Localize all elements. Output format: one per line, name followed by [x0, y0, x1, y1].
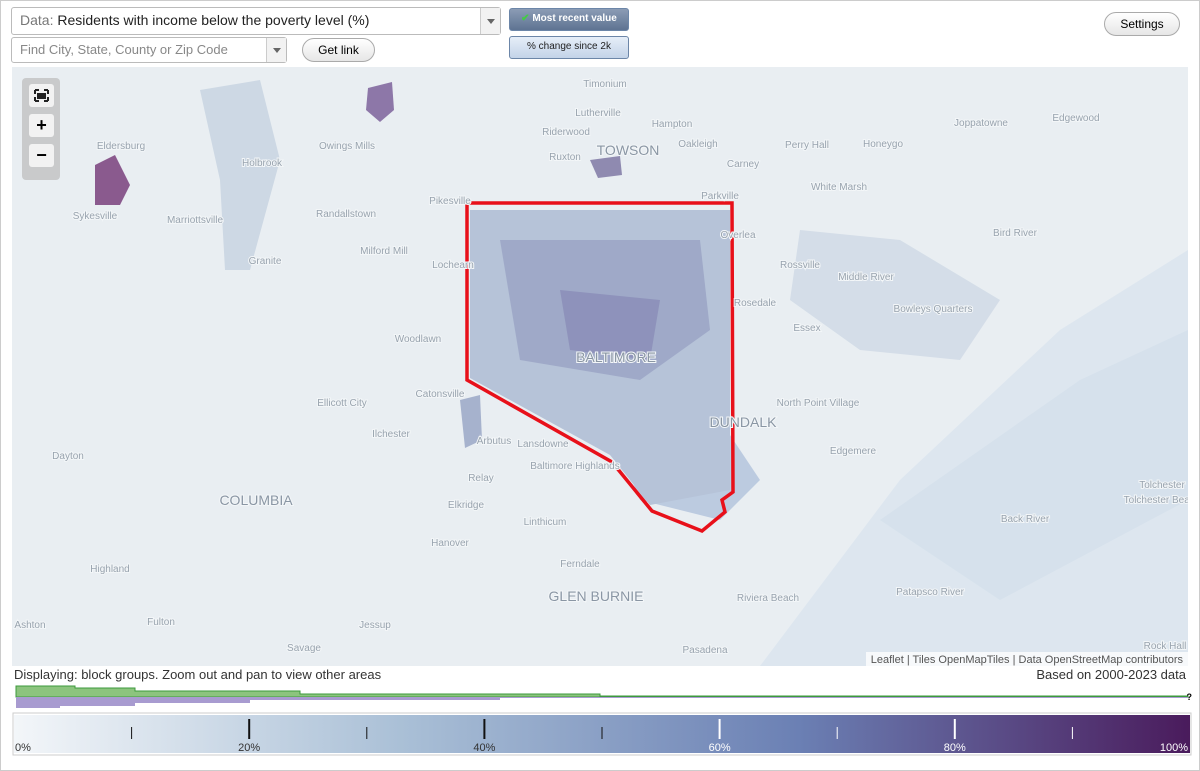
place-label: Woodlawn	[395, 334, 442, 345]
place-label: DUNDALK	[710, 414, 778, 430]
place-label: Tolchester Beach	[1124, 495, 1200, 506]
city-boundary	[465, 201, 735, 534]
place-label: Joppatowne	[954, 118, 1008, 129]
place-label: Linthicum	[524, 517, 567, 528]
place-label: Riderwood	[542, 127, 590, 138]
legend-tick-label: 0%	[15, 742, 31, 754]
place-label: North Point Village	[777, 398, 860, 409]
place-label: Riviera Beach	[737, 593, 799, 604]
place-label: GLEN BURNIE	[549, 588, 644, 604]
get-link-button[interactable]: Get link	[302, 38, 375, 62]
place-label: Eldersburg	[97, 141, 145, 152]
place-label: Middle River	[838, 272, 894, 283]
settings-button[interactable]: Settings	[1104, 12, 1180, 36]
place-label: Rossville	[780, 260, 820, 271]
place-label: Parkville	[701, 191, 739, 202]
place-label: Holbrook	[242, 158, 283, 169]
histogram-help[interactable]: ?	[1187, 692, 1193, 702]
zoom-out-label: −	[36, 145, 47, 165]
place-label: Milford Mill	[360, 246, 408, 257]
place-label: Edgewood	[1052, 113, 1099, 124]
place-label: Overlea	[720, 230, 755, 241]
mode-change[interactable]: % change since 2k	[509, 36, 629, 59]
place-label: Ruxton	[549, 152, 581, 163]
legend-tick-label: 20%	[238, 742, 260, 754]
place-label: Perry Hall	[785, 140, 829, 151]
dropdown-arrow	[480, 8, 500, 34]
zoom-in[interactable]	[29, 114, 54, 137]
place-label: Marriottsville	[167, 215, 224, 226]
place-label: Essex	[793, 323, 820, 334]
histogram-current	[15, 685, 1189, 698]
place-label: Hanover	[431, 538, 469, 549]
place-label: Lansdowne	[517, 439, 569, 450]
place-label: Sykesville	[73, 211, 118, 222]
search-box[interactable]: Find City, State, County or Zip Code	[11, 37, 287, 63]
legend-tick-label: 40%	[473, 742, 495, 754]
place-label: Ashton	[14, 620, 45, 631]
place-label: Patapsco River	[896, 587, 964, 598]
place-label: COLUMBIA	[219, 492, 293, 508]
place-label: Highland	[90, 564, 129, 575]
place-label: Oakleigh	[678, 139, 717, 150]
place-label: Owings Mills	[319, 141, 375, 152]
place-label: Relay	[468, 473, 494, 484]
place-label: Jessup	[359, 620, 391, 631]
legend-tick-label: 100%	[1160, 742, 1188, 754]
fullscreen-icon	[34, 89, 49, 102]
place-label: Savage	[287, 643, 321, 654]
place-label: Catonsville	[416, 389, 465, 400]
place-label: Rock Hall	[1144, 641, 1187, 652]
dropdown-arrow	[266, 38, 286, 62]
place-label: Carney	[727, 159, 759, 170]
place-label: Pasadena	[682, 645, 727, 656]
place-label: Elkridge	[448, 500, 485, 511]
place-label: Ilchester	[372, 429, 410, 440]
place-label: Lochearn	[432, 260, 474, 271]
place-label: Fulton	[147, 617, 175, 628]
map[interactable]: Timonium Lutherville Hampton Riderwood Oakle…	[12, 67, 1200, 666]
place-label: Honeygo	[863, 139, 903, 150]
place-label: Ellicott City	[317, 398, 366, 409]
place-label: Granite	[249, 256, 282, 267]
data-select[interactable]: Data: Residents with income below the po…	[11, 7, 501, 35]
place-label: Lutherville	[575, 108, 621, 119]
place-label: Pikesville	[429, 196, 471, 207]
place-label: Ferndale	[560, 559, 600, 570]
attribution: Leaflet | Tiles OpenMapTiles | Data Open…	[871, 654, 1184, 666]
place-label: Bird River	[993, 228, 1038, 239]
zoom-out[interactable]	[29, 144, 54, 167]
place-label: Rosedale	[734, 298, 777, 309]
place-label: Hampton	[652, 119, 693, 130]
legend-tick-label: 80%	[944, 742, 966, 754]
mode-label: Most recent value	[532, 13, 617, 24]
status-text: Displaying: block groups. Zoom out and p…	[14, 667, 382, 682]
place-label: Randallstown	[316, 209, 376, 220]
data-label: Data:	[20, 12, 54, 28]
place-label: BALTIMORE	[576, 349, 656, 365]
place-label: Back River	[1001, 514, 1050, 525]
place-label: TOWSON	[597, 142, 660, 158]
search-placeholder: Find City, State, County or Zip Code	[20, 42, 228, 57]
place-label: Edgemere	[830, 446, 877, 457]
place-label: Baltimore Highlands	[530, 461, 620, 472]
place-label: Dayton	[52, 451, 84, 462]
place-label: White Marsh	[811, 182, 867, 193]
based-on: Based on 2000-2023 data	[1036, 667, 1186, 682]
histogram-previous	[16, 697, 1188, 708]
legend-tick-label: 60%	[709, 742, 731, 754]
mode-most-recent[interactable]: ✔ Most recent value	[509, 8, 629, 31]
data-value: Residents with income below the poverty …	[57, 12, 370, 28]
place-label: Bowleys Quarters	[894, 304, 973, 315]
zoom-in-label: +	[36, 115, 47, 135]
place-label: Tolchester	[1139, 480, 1185, 491]
place-label: Arbutus	[477, 436, 511, 447]
place-label: Timonium	[583, 79, 627, 90]
